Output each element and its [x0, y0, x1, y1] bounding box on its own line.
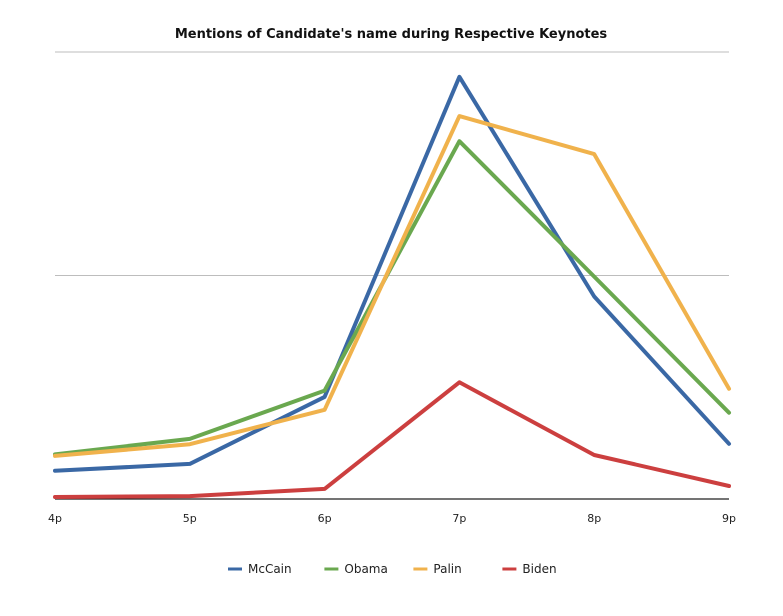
legend-label: Obama	[344, 562, 387, 576]
legend-label: McCain	[248, 562, 292, 576]
x-tick-label: 7p	[452, 512, 466, 525]
series-line-obama	[53, 139, 731, 457]
x-axis: 4p 5p 6p 7p 8p 9p	[48, 498, 736, 525]
series-line-biden	[53, 380, 731, 499]
series-line-mccain	[53, 74, 731, 473]
series-lines	[53, 74, 731, 499]
legend-label: Palin	[433, 562, 461, 576]
x-tick-label: 8p	[587, 512, 601, 525]
legend: McCain Obama Palin Biden	[228, 562, 557, 576]
x-tick-label: 9p	[722, 512, 736, 525]
x-tick-label: 4p	[48, 512, 62, 525]
x-tick-label: 5p	[183, 512, 197, 525]
legend-label: Biden	[522, 562, 556, 576]
series-line-palin	[53, 114, 731, 458]
x-tick-label: 6p	[318, 512, 332, 525]
gridlines	[55, 51, 729, 276]
chart-title: Mentions of Candidate's name during Resp…	[175, 27, 608, 42]
